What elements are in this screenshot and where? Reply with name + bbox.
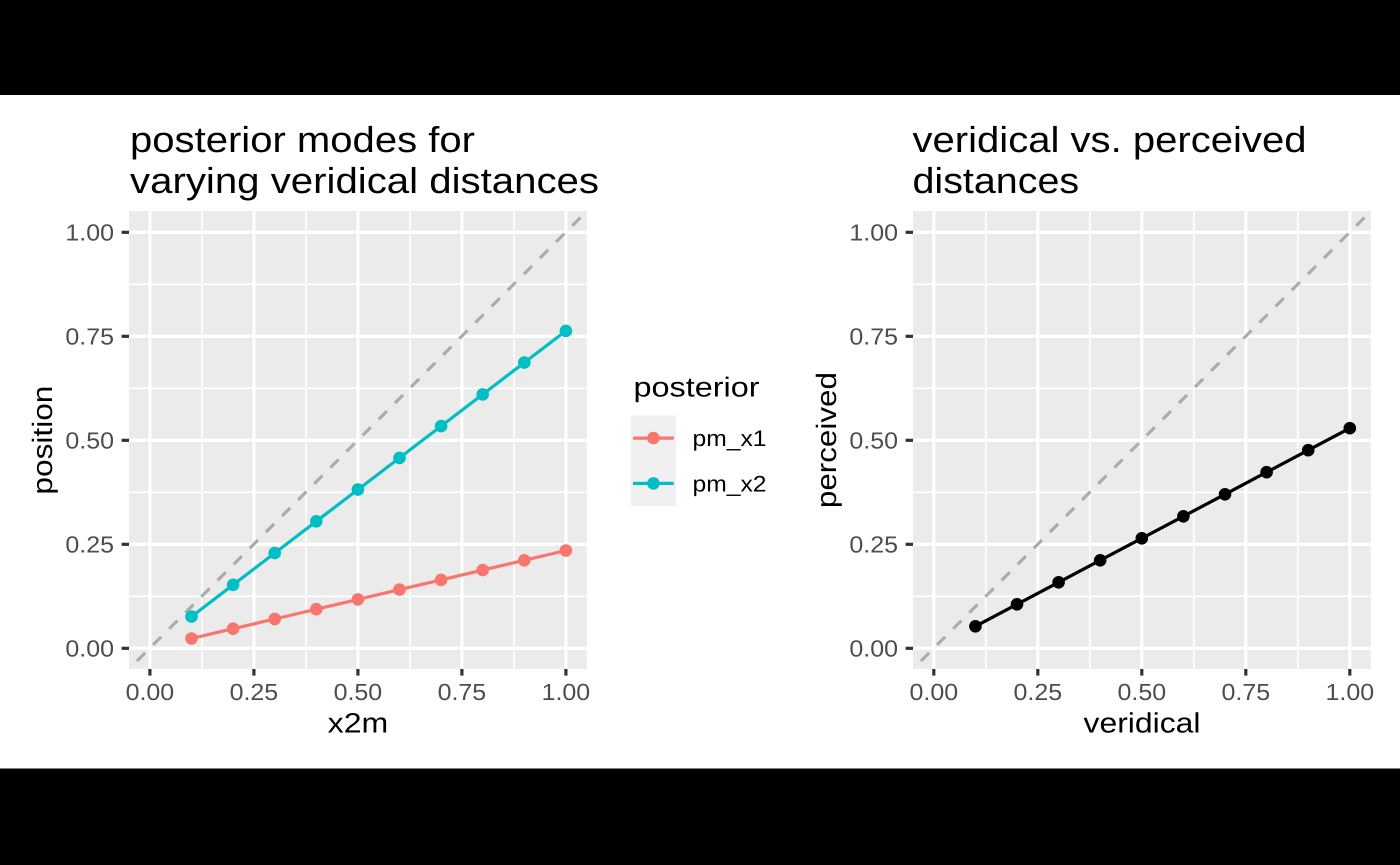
svg-text:1.00: 1.00 xyxy=(65,220,114,246)
svg-text:pm_x1: pm_x1 xyxy=(693,426,767,451)
svg-text:0.25: 0.25 xyxy=(230,679,279,705)
svg-text:0.75: 0.75 xyxy=(65,324,114,350)
svg-text:x2m: x2m xyxy=(328,708,389,739)
svg-text:posterior: posterior xyxy=(634,371,760,402)
svg-text:varying veridical distances: varying veridical distances xyxy=(130,160,599,201)
svg-text:0.50: 0.50 xyxy=(65,428,114,454)
svg-text:0.25: 0.25 xyxy=(849,532,898,558)
svg-text:0.75: 0.75 xyxy=(438,679,487,705)
svg-text:position: position xyxy=(27,386,58,495)
svg-text:distances: distances xyxy=(913,160,1080,201)
svg-text:0.50: 0.50 xyxy=(1118,679,1167,705)
svg-text:perceived: perceived xyxy=(811,372,842,508)
svg-text:0.50: 0.50 xyxy=(849,428,898,454)
svg-text:0.50: 0.50 xyxy=(334,679,383,705)
svg-text:0.00: 0.00 xyxy=(910,679,959,705)
svg-text:1.00: 1.00 xyxy=(849,220,898,246)
svg-text:posterior modes for: posterior modes for xyxy=(130,119,475,160)
svg-text:0.00: 0.00 xyxy=(65,636,114,662)
svg-text:pm_x2: pm_x2 xyxy=(693,472,767,497)
svg-text:0.25: 0.25 xyxy=(65,532,114,558)
svg-text:veridical: veridical xyxy=(1084,708,1201,739)
svg-text:0.25: 0.25 xyxy=(1014,679,1063,705)
svg-text:0.75: 0.75 xyxy=(1222,679,1271,705)
svg-text:1.00: 1.00 xyxy=(542,679,591,705)
svg-text:0.00: 0.00 xyxy=(849,636,898,662)
svg-text:1.00: 1.00 xyxy=(1326,679,1375,705)
svg-text:0.75: 0.75 xyxy=(849,324,898,350)
svg-text:0.00: 0.00 xyxy=(126,679,175,705)
svg-text:veridical vs. perceived: veridical vs. perceived xyxy=(913,119,1307,160)
